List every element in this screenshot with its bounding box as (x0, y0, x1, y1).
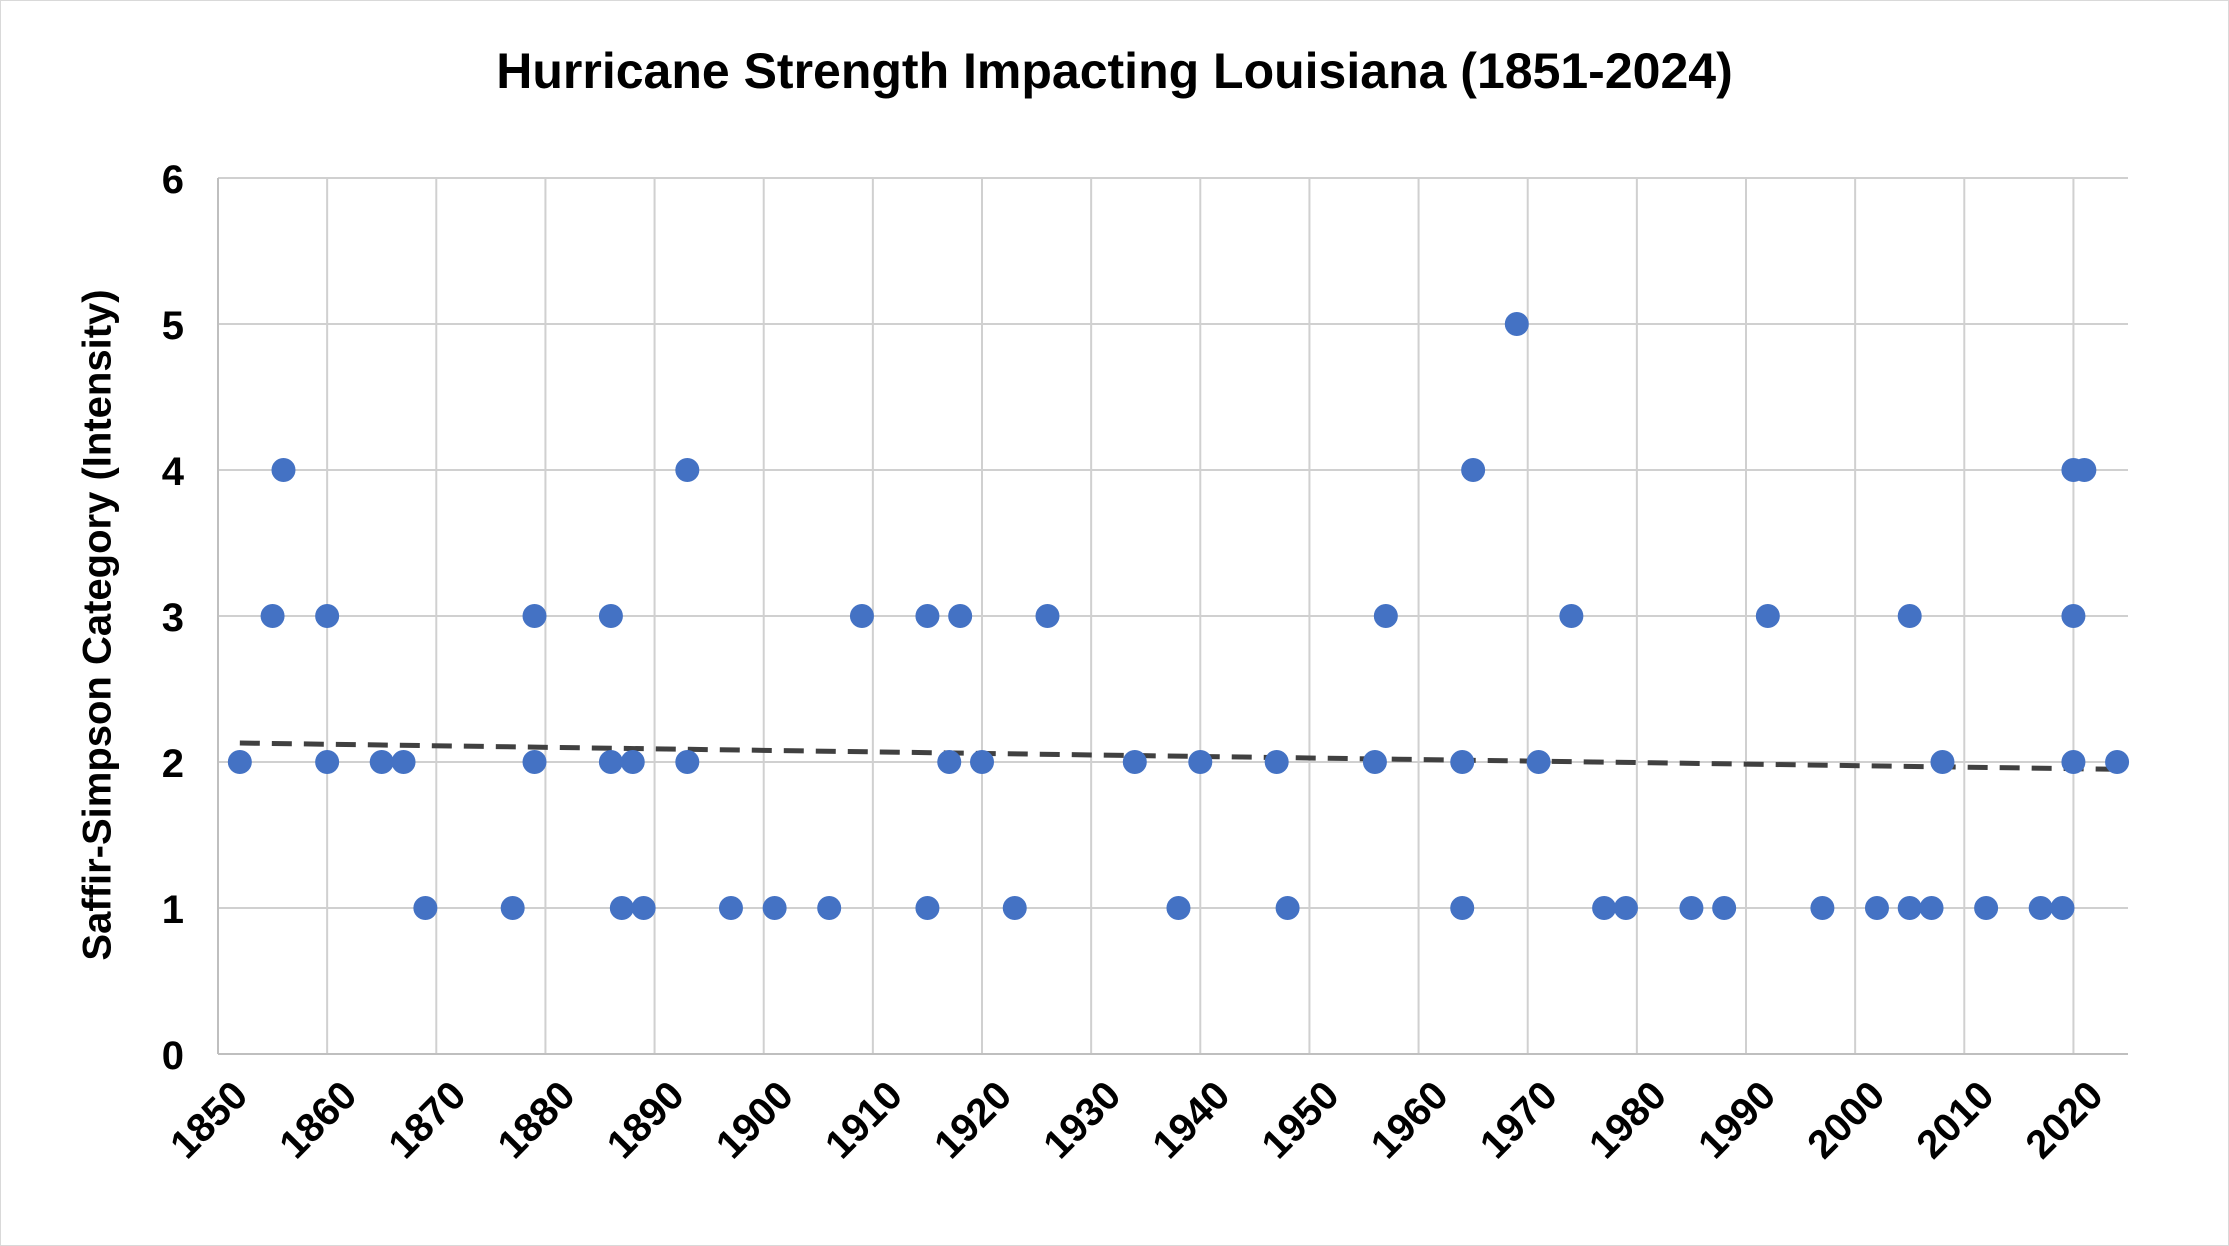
data-point (1264, 750, 1289, 774)
data-point (718, 896, 743, 920)
x-tick-label: 1910 (817, 1073, 911, 1167)
data-point (609, 896, 634, 920)
x-tick-label: 1860 (271, 1073, 365, 1167)
x-tick-label: 1850 (162, 1073, 256, 1167)
y-tick-label: 5 (162, 304, 184, 348)
data-point (915, 896, 940, 920)
x-tick-label: 1990 (1690, 1073, 1784, 1167)
data-point (1755, 604, 1780, 628)
data-point (1930, 750, 1955, 774)
data-point (762, 896, 787, 920)
x-tick-label: 1920 (926, 1073, 1020, 1167)
data-point (631, 896, 656, 920)
data-point (1897, 896, 1922, 920)
data-point (970, 750, 994, 774)
x-tick-label: 2000 (1799, 1073, 1893, 1167)
y-tick-label: 0 (162, 1034, 184, 1078)
y-tick-label: 3 (162, 596, 184, 640)
data-point (1002, 896, 1027, 920)
y-tick-label: 4 (162, 450, 185, 494)
data-point (271, 458, 296, 482)
data-point (1613, 896, 1638, 920)
data-point (2105, 750, 2130, 774)
data-point (849, 604, 874, 628)
x-tick-label: 1900 (708, 1073, 802, 1167)
data-point (1559, 604, 1584, 628)
data-point (369, 750, 394, 774)
data-point (391, 750, 416, 774)
data-point (1122, 750, 1147, 774)
data-point (598, 750, 623, 774)
data-point (2028, 896, 2053, 920)
data-point (1974, 896, 1999, 920)
data-point (948, 604, 973, 628)
data-point (1450, 750, 1475, 774)
x-tick-label: 2010 (1908, 1073, 2002, 1167)
data-point (522, 604, 547, 628)
data-point (1592, 896, 1617, 920)
data-point (1897, 604, 1922, 628)
x-tick-label: 1960 (1363, 1073, 1457, 1167)
data-point (413, 896, 438, 920)
x-tick-label: 1890 (599, 1073, 693, 1167)
data-point (1373, 604, 1398, 628)
data-point (522, 750, 547, 774)
data-point (1166, 896, 1191, 920)
data-point (2072, 458, 2097, 482)
x-tick-label: 1930 (1035, 1073, 1129, 1167)
data-point (1864, 896, 1889, 920)
data-point (1362, 750, 1387, 774)
chart-title: Hurricane Strength Impacting Louisiana (… (496, 43, 1733, 99)
data-point (1035, 604, 1060, 628)
x-tick-label: 2020 (2018, 1073, 2112, 1167)
data-point (1188, 750, 1213, 774)
x-tick-label: 1940 (1144, 1073, 1238, 1167)
data-point (817, 896, 842, 920)
data-point (500, 896, 525, 920)
data-point (1679, 896, 1704, 920)
data-point (2050, 896, 2075, 920)
data-point (675, 458, 700, 482)
x-tick-label: 1870 (380, 1073, 474, 1167)
y-tick-label: 2 (162, 742, 184, 786)
data-point (620, 750, 645, 774)
data-point (598, 604, 623, 628)
x-tick-label: 1880 (490, 1073, 584, 1167)
data-point (1526, 750, 1551, 774)
trendline (239, 740, 2118, 772)
data-point (1810, 896, 1835, 920)
data-point (2061, 604, 2086, 628)
data-point (2061, 750, 2086, 774)
data-point (1712, 896, 1737, 920)
data-point (260, 604, 285, 628)
data-point (1450, 896, 1475, 920)
data-point (1275, 896, 1300, 920)
data-point (227, 750, 252, 774)
data-point (937, 750, 962, 774)
y-tick-label: 6 (162, 158, 184, 202)
data-point (315, 750, 340, 774)
x-tick-label: 1970 (1472, 1073, 1566, 1167)
x-tick-label: 1980 (1581, 1073, 1675, 1167)
data-point (1461, 458, 1486, 482)
x-tick-label: 1950 (1254, 1073, 1348, 1167)
data-point (675, 750, 700, 774)
data-point (915, 604, 940, 628)
y-tick-label: 1 (162, 888, 184, 932)
data-point (1504, 312, 1529, 336)
data-point (1919, 896, 1944, 920)
data-point (315, 604, 340, 628)
